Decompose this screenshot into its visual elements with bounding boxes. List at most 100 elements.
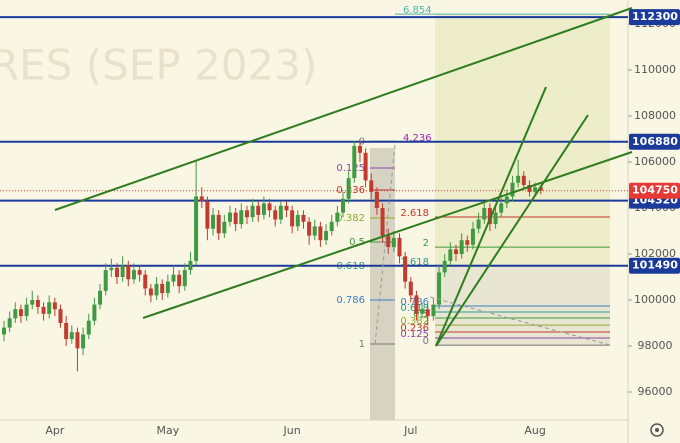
fib-label: 0.5 (349, 237, 365, 248)
fib-label: 0 (423, 336, 429, 347)
candle-body (244, 210, 249, 218)
candle-body (81, 334, 86, 349)
candle-body (103, 270, 108, 291)
candle-body (510, 182, 515, 197)
candle-body (126, 265, 131, 280)
candle-body (7, 318, 12, 328)
trend-line (142, 151, 633, 319)
candle-body (75, 332, 80, 349)
candle-body (312, 226, 317, 236)
fib-label: 1 (359, 339, 365, 350)
candle-body (194, 196, 199, 261)
y-tick-label: 96000 (638, 385, 673, 398)
candle-body (250, 205, 255, 218)
candle-body (437, 272, 442, 305)
candle-body (374, 191, 379, 208)
trend-lines (54, 7, 633, 347)
candle-body (420, 309, 425, 314)
fib-label: 0.125 (336, 163, 365, 174)
trend-line (54, 7, 633, 211)
candle-body (454, 249, 458, 255)
fib-trend (374, 144, 396, 346)
candle-body (341, 198, 345, 213)
candle-body (267, 203, 272, 211)
candle-body (335, 212, 340, 222)
candle-body (278, 205, 283, 220)
fib-trend (429, 296, 611, 346)
fib-label: 2 (423, 238, 429, 249)
candle-body (222, 221, 227, 234)
candle-body (493, 212, 498, 225)
price-tag-label: 112300 (632, 10, 678, 23)
candle-body (295, 214, 300, 227)
candle-body (380, 207, 385, 236)
candle-body (35, 300, 40, 307)
candle-body (41, 306, 46, 314)
candle-body (431, 304, 436, 317)
candle-body (476, 219, 481, 229)
candle-body (233, 212, 238, 225)
candle-body (137, 270, 142, 275)
candle-body (205, 201, 210, 229)
candle-body (273, 210, 278, 220)
candle-body (499, 203, 504, 213)
candle-body (154, 283, 159, 296)
candle-body (538, 187, 543, 191)
candle-body (171, 274, 176, 282)
fib-label: 0.786 (336, 295, 365, 306)
candle-body (442, 260, 447, 273)
settings-icon[interactable] (650, 423, 664, 437)
candle-body (346, 178, 351, 199)
candle-body (527, 184, 532, 192)
fib-zone (435, 14, 610, 264)
candle-body (504, 196, 509, 204)
candle-body (24, 304, 29, 317)
candle-body (47, 302, 52, 314)
price-tag-label: 101490 (632, 259, 678, 272)
candle-body (369, 180, 374, 192)
candle-body (69, 332, 74, 340)
price-tag-label: 106880 (632, 135, 678, 148)
fib-label: 1.618 (400, 257, 429, 268)
candle-body (228, 212, 232, 222)
candle-body (86, 320, 91, 335)
watermark: RES (SEP 2023) (0, 41, 317, 90)
candle-body (188, 260, 193, 271)
candle-body (459, 240, 464, 255)
candle-body (324, 231, 329, 241)
candle-body (465, 240, 470, 245)
candle-body (109, 267, 114, 271)
fib-label: 0.5 (413, 309, 429, 320)
price-tag (629, 133, 680, 150)
candle-body (307, 221, 312, 236)
candle-body (386, 235, 391, 248)
fib-label: 0.382 (336, 213, 365, 224)
candle-body (397, 237, 402, 257)
candle-body (352, 145, 357, 179)
candle-body (487, 207, 492, 225)
candle-body (414, 295, 419, 314)
candle-body (408, 281, 413, 296)
fib-label: 0.236 (400, 323, 429, 334)
price-tag (629, 9, 680, 26)
candle-body (448, 249, 453, 261)
candle-body (98, 290, 103, 305)
candle-body (143, 274, 148, 289)
candle-body (2, 327, 6, 335)
candle-body (182, 270, 187, 287)
price-tag (629, 182, 680, 199)
candle-body (261, 203, 266, 215)
candle-body (284, 205, 289, 211)
candle-body (18, 309, 23, 317)
trend-line (435, 86, 547, 347)
candle-body (318, 226, 323, 241)
candle-body (329, 221, 334, 231)
candle-body (363, 152, 368, 181)
candle-body (216, 214, 221, 234)
y-tick-label: 102000 (634, 247, 676, 260)
candle-body (160, 283, 165, 294)
candle-body (58, 309, 63, 324)
candle-body (52, 302, 57, 310)
candle-body (482, 207, 487, 220)
candle-body (131, 270, 136, 280)
